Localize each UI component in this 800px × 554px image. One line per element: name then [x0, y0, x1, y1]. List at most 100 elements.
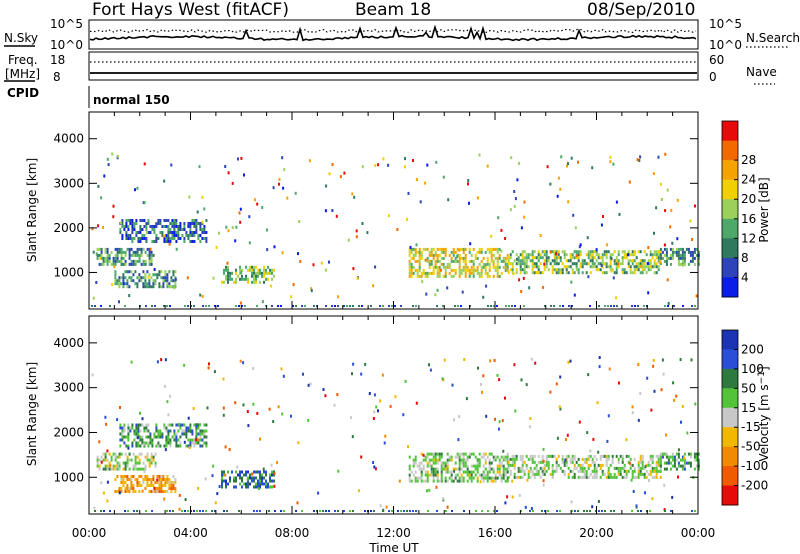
scatter-cell	[549, 250, 552, 254]
echo-cell	[444, 479, 447, 483]
echo-cell	[114, 276, 117, 280]
echo-cell	[150, 452, 153, 456]
echo-cell	[106, 259, 109, 263]
ground-cell	[214, 510, 216, 512]
echo-cell	[259, 470, 261, 474]
y-tick-label: 3000	[53, 381, 84, 395]
echo-cell	[428, 259, 431, 263]
scatter-cell	[497, 216, 500, 220]
echo-cell	[195, 219, 198, 222]
scatter-cell	[415, 401, 418, 405]
echo-cell	[482, 256, 485, 260]
ground-cell	[271, 305, 273, 307]
echo-cell	[695, 455, 698, 459]
echo-cell	[140, 276, 143, 280]
colorbar-tick-label: 12	[741, 231, 756, 245]
echo-cell	[223, 470, 225, 474]
echo-cell	[434, 265, 437, 269]
echo-cell	[458, 259, 461, 263]
echo-cell	[601, 469, 604, 473]
echo-cell	[98, 253, 101, 257]
echo-cell	[492, 265, 495, 269]
echo-cell	[136, 276, 139, 280]
echo-cell	[488, 476, 491, 480]
echo-cell	[492, 479, 495, 483]
echo-cell	[448, 470, 451, 474]
ground-cell	[211, 510, 213, 512]
echo-cell	[122, 250, 125, 254]
echo-cell	[106, 253, 109, 257]
echo-cell	[681, 467, 684, 471]
echo-cell	[633, 475, 636, 479]
scatter-cell	[349, 416, 352, 420]
echo-cell	[150, 455, 153, 459]
echo-cell	[573, 466, 576, 470]
echo-cell	[651, 460, 654, 464]
echo-cell	[496, 470, 499, 474]
echo-cell	[203, 237, 206, 240]
echo-cell	[468, 259, 471, 263]
echo-cell	[191, 234, 194, 237]
velocity-panel-frame	[88, 315, 699, 515]
echo-cell	[498, 470, 501, 474]
echo-cell	[440, 461, 443, 465]
echo-cell	[697, 464, 700, 468]
echo-cell	[643, 259, 646, 263]
echo-cell	[631, 253, 634, 257]
echo-cell	[655, 472, 658, 476]
scatter-cell	[99, 256, 102, 260]
echo-cell	[170, 490, 173, 493]
echo-cell	[595, 265, 598, 269]
scatter-cell	[280, 367, 283, 371]
scatter-cell	[331, 163, 334, 166]
scatter-cell	[615, 296, 617, 300]
echo-cell	[110, 458, 113, 462]
echo-cell	[181, 432, 184, 436]
echo-cell	[589, 259, 592, 263]
echo-cell	[146, 478, 149, 481]
echo-cell	[468, 250, 471, 254]
echo-cell	[251, 271, 253, 275]
echo-cell	[432, 455, 435, 459]
echo-cell	[613, 259, 616, 263]
echo-cell	[245, 470, 247, 474]
echo-cell	[130, 253, 133, 257]
echo-cell	[145, 441, 148, 445]
echo-cell	[595, 475, 598, 479]
echo-cell	[144, 464, 147, 468]
echo-cell	[136, 461, 139, 465]
scatter-cell	[246, 410, 249, 413]
echo-cell	[153, 225, 156, 228]
echo-cell	[504, 268, 507, 272]
ground-cell	[268, 510, 270, 512]
echo-cell	[531, 262, 534, 266]
echo-cell	[155, 429, 158, 433]
echo-cell	[579, 262, 582, 266]
scatter-cell	[498, 427, 500, 431]
echo-cell	[563, 460, 566, 464]
echo-cell	[114, 455, 117, 459]
echo-cell	[150, 250, 153, 254]
echo-cell	[416, 271, 419, 275]
echo-cell	[124, 282, 127, 286]
echo-cell	[452, 259, 455, 263]
echo-cell	[163, 444, 166, 448]
ground-cell	[109, 510, 111, 512]
echo-cell	[112, 452, 115, 456]
echo-cell	[261, 476, 263, 480]
echo-cell	[665, 455, 668, 459]
scatter-cell	[612, 162, 615, 166]
x-axis-label: Time UT	[368, 541, 419, 554]
echo-cell	[446, 470, 449, 474]
echo-cell	[587, 454, 590, 458]
echo-cell	[142, 461, 145, 465]
echo-cell	[647, 472, 650, 476]
scatter-cell	[453, 469, 456, 473]
echo-cell	[193, 231, 196, 234]
scatter-cell	[543, 262, 546, 266]
echo-cell	[138, 484, 141, 487]
echo-cell	[649, 259, 652, 263]
echo-cell	[164, 273, 167, 277]
ground-cell	[325, 510, 327, 512]
echo-cell	[565, 463, 568, 467]
